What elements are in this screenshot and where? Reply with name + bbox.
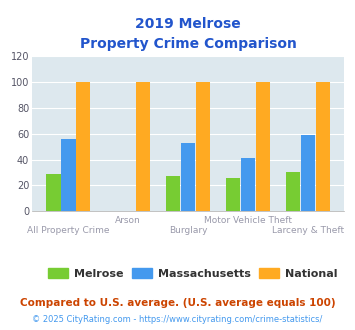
Title: 2019 Melrose
Property Crime Comparison: 2019 Melrose Property Crime Comparison: [80, 17, 296, 51]
Text: Compared to U.S. average. (U.S. average equals 100): Compared to U.S. average. (U.S. average …: [20, 298, 335, 308]
Bar: [316, 82, 330, 211]
Bar: [301, 135, 315, 211]
Bar: [226, 178, 240, 211]
Bar: [256, 82, 270, 211]
Bar: [196, 82, 210, 211]
Bar: [181, 143, 195, 211]
Bar: [46, 174, 61, 211]
Legend: Melrose, Massachusetts, National: Melrose, Massachusetts, National: [44, 263, 342, 283]
Bar: [166, 176, 180, 211]
Bar: [76, 82, 91, 211]
Text: © 2025 CityRating.com - https://www.cityrating.com/crime-statistics/: © 2025 CityRating.com - https://www.city…: [32, 315, 323, 324]
Bar: [286, 172, 300, 211]
Bar: [241, 158, 255, 211]
Bar: [61, 139, 76, 211]
Bar: [136, 82, 151, 211]
